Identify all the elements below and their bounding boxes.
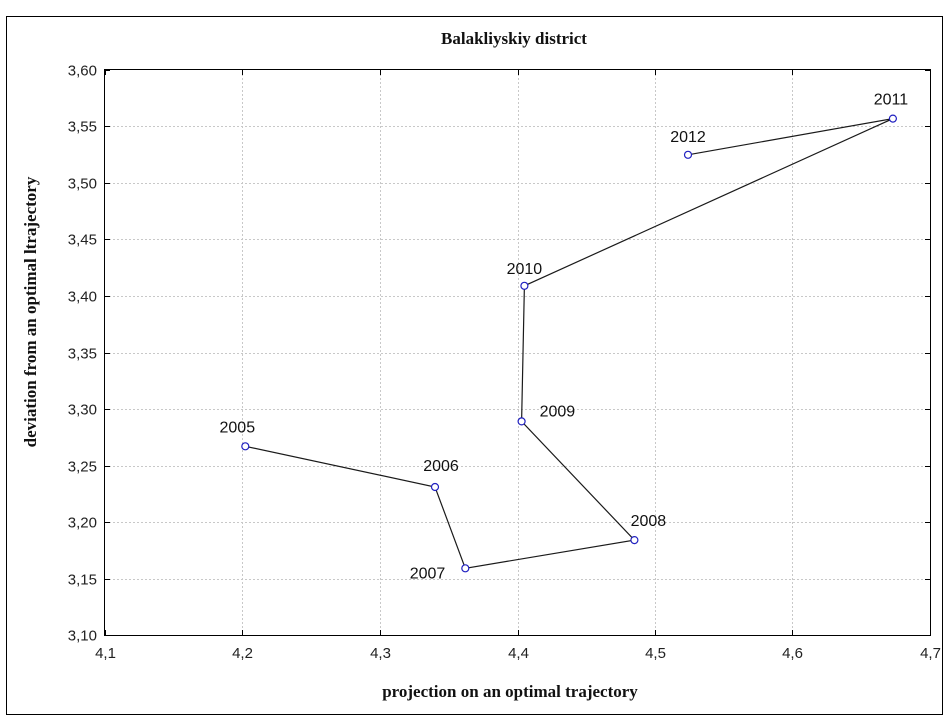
series-line: [245, 118, 894, 569]
point-label-2005: 2005: [220, 419, 256, 436]
chart-title: Balakliyskiy district: [441, 29, 587, 48]
y-tick-label: 3,50: [68, 176, 97, 193]
x-tick-label: 4,6: [782, 645, 803, 662]
x-tick-label: 4,1: [95, 645, 116, 662]
series: [241, 114, 898, 573]
data-point-2007: [461, 564, 470, 573]
x-axis-ticks: 4,1 4,2 4,3 4,4 4,5 4,6 4,7: [95, 70, 941, 662]
data-point-2010: [520, 281, 529, 290]
plot-area: [104, 69, 931, 636]
y-tick-label: 3,40: [68, 289, 97, 306]
y-axis-title: deviation from an optimal ltrajectory: [21, 176, 40, 447]
x-tick-label: 4,2: [232, 645, 253, 662]
point-label-2006: 2006: [423, 458, 459, 475]
x-tick-label: 4,5: [645, 645, 666, 662]
data-point-2006: [430, 482, 440, 492]
point-label-2011: 2011: [874, 92, 909, 109]
point-labels: 2005 2006 2007 2008 2009 2010 2011 2012: [220, 92, 909, 583]
y-tick-label: 3,25: [68, 459, 97, 476]
point-label-2008: 2008: [631, 513, 667, 530]
y-tick-label: 3,15: [68, 572, 97, 589]
data-point-2008: [630, 535, 639, 545]
y-tick-label: 3,60: [68, 63, 97, 80]
point-label-2009: 2009: [540, 403, 576, 420]
y-tick-label: 3,10: [68, 628, 97, 645]
y-tick-label: 3,55: [68, 119, 97, 136]
y-tick-label: 3,35: [68, 346, 97, 363]
x-axis-title: projection on an optimal trajectory: [382, 682, 638, 701]
point-label-2007: 2007: [410, 565, 446, 582]
point-label-2010: 2010: [507, 261, 543, 278]
data-point-2005: [241, 442, 250, 451]
y-axis-ticks: 3,10 3,15 3,20 3,25 3,30 3,35 3,40 3,45 3,50 3,55…: [68, 63, 930, 645]
data-point-2009: [517, 417, 526, 426]
y-tick-label: 3,45: [68, 232, 97, 249]
data-point-2012: [683, 150, 693, 159]
y-tick-label: 3,20: [68, 515, 97, 532]
x-tick-label: 4,4: [508, 645, 529, 662]
y-tick-label: 3,30: [68, 402, 97, 419]
x-tick-label: 4,3: [370, 645, 391, 662]
x-tick-label: 4,7: [920, 645, 941, 662]
grid: [105, 70, 930, 635]
point-label-2012: 2012: [670, 129, 706, 146]
data-point-2011: [888, 114, 898, 123]
